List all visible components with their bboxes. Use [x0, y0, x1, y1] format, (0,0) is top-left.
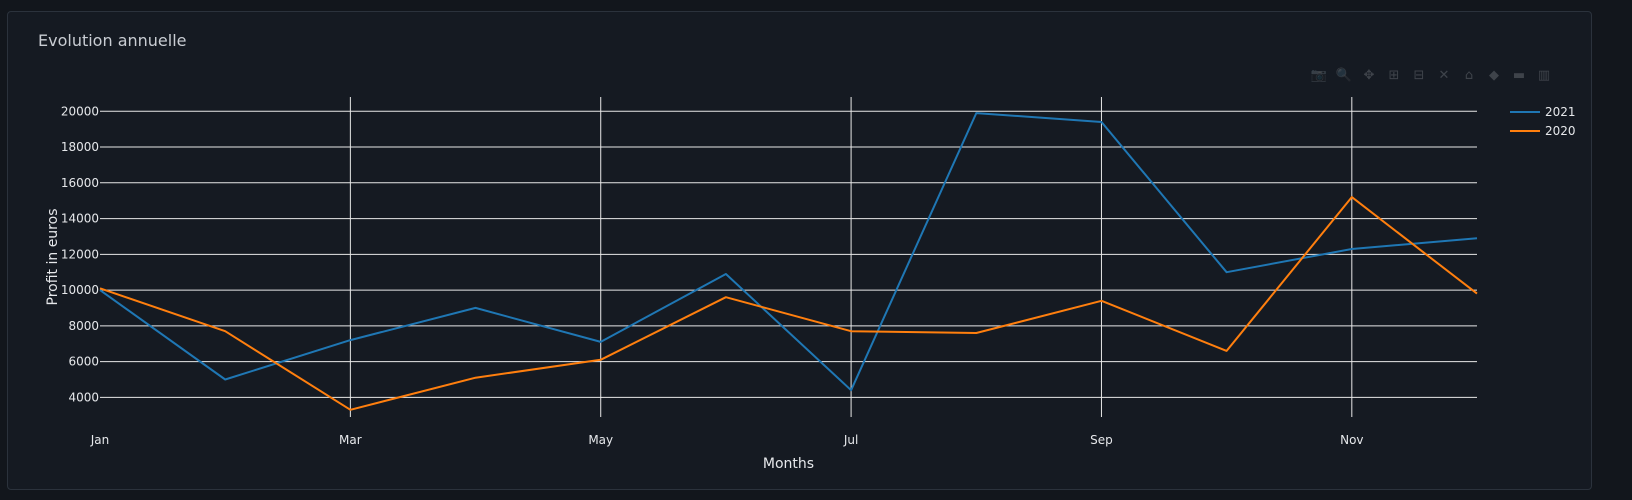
legend-item-2020[interactable]: 2020 [1510, 124, 1576, 138]
legend-item-2021[interactable]: 2021 [1510, 105, 1576, 119]
legend: 2021 2020 [1510, 105, 1576, 138]
x-tick-labels: Jan Mar May Jul Sep Nov [90, 433, 1364, 447]
y-axis-title: Profit in euros [45, 209, 61, 306]
y-tick-label: 6000 [68, 355, 99, 369]
series-layer [100, 113, 1477, 410]
y-tick-label: 8000 [68, 319, 99, 333]
x-tick-label: Jan [90, 433, 110, 447]
y-tick-label: 14000 [61, 212, 99, 226]
grid-layer [100, 97, 1477, 417]
y-tick-label: 18000 [61, 140, 99, 154]
x-tick-label: Jul [843, 433, 858, 447]
y-tick-label: 10000 [61, 283, 99, 297]
y-tick-label: 12000 [61, 247, 99, 261]
legend-label: 2020 [1545, 124, 1576, 138]
series-line-2020[interactable] [100, 197, 1477, 410]
y-tick-label: 4000 [68, 390, 99, 404]
x-tick-label: Sep [1090, 433, 1113, 447]
x-tick-label: Nov [1340, 433, 1363, 447]
x-tick-label: Mar [339, 433, 362, 447]
y-tick-labels: 4000 6000 8000 10000 12000 14000 16000 18000 200… [61, 104, 99, 404]
y-tick-label: 20000 [61, 104, 99, 118]
x-tick-label: May [588, 433, 613, 447]
y-tick-label: 16000 [61, 176, 99, 190]
series-line-2021[interactable] [100, 113, 1477, 390]
x-axis-title: Months [763, 456, 814, 472]
legend-label: 2021 [1545, 105, 1576, 119]
